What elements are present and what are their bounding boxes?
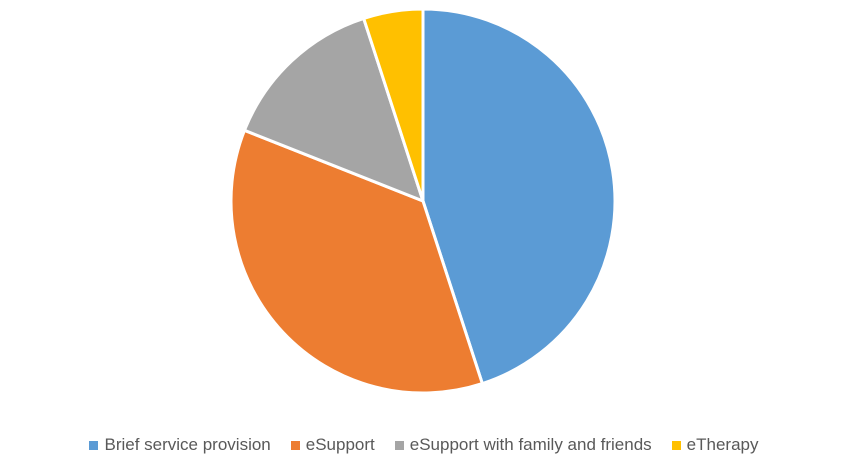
legend-label-esupport: eSupport [305,435,375,454]
pie-chart-plot [229,7,617,395]
legend-item-etherapy: eTherapy [671,435,759,455]
chart-legend: Brief service provision eSupport eSuppor… [0,433,848,457]
legend-item-esupport-family-friends: eSupport with family and friends [394,435,652,455]
legend-swatch-esupport-family-friends [394,440,404,450]
legend-swatch-etherapy [671,440,681,450]
legend-label-esupport-family-friends: eSupport with family and friends [409,435,652,454]
legend-item-esupport: eSupport [290,435,375,455]
legend-item-brief-service-provision: Brief service provision [89,435,271,455]
pie-slice-esupport [229,128,484,395]
legend-label-etherapy: eTherapy [686,435,759,454]
legend-label-brief-service-provision: Brief service provision [104,435,271,454]
legend-swatch-brief-service-provision [89,440,99,450]
legend-swatch-esupport [290,440,300,450]
pie-slice-brief-service-provision [421,7,617,386]
pie-slice-etherapy [362,7,425,203]
